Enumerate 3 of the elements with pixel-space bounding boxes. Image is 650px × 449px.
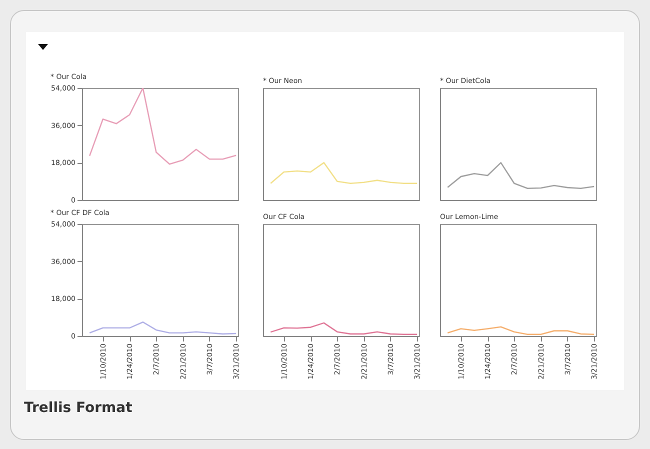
line-series xyxy=(88,88,237,165)
text: Trellis Format xyxy=(24,400,132,416)
line-series xyxy=(88,321,237,335)
